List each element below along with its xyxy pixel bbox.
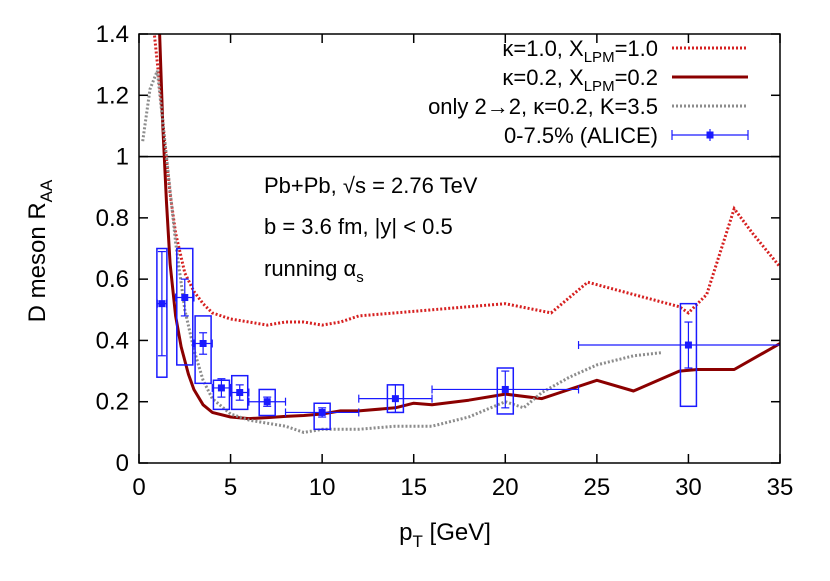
- legend-swatch-marker: [706, 131, 714, 139]
- x-tick-label: 5: [224, 474, 237, 501]
- x-tick-label: 20: [492, 474, 519, 501]
- alice-point: [358, 384, 433, 414]
- alice-point: [156, 247, 168, 378]
- alice-marker: [684, 341, 692, 349]
- plot-frame: [138, 33, 781, 464]
- alice-syst-box: [176, 247, 194, 366]
- alice-point: [211, 378, 232, 411]
- x-tick-label: 10: [309, 474, 336, 501]
- y-tick-label: 0.8: [96, 205, 129, 232]
- x-tick-label: 15: [400, 474, 427, 501]
- alice-point: [284, 402, 360, 431]
- alice-syst-box: [156, 247, 168, 378]
- y-tick-label: 1: [116, 144, 129, 171]
- alice-marker: [217, 384, 225, 392]
- x-tick-label: 35: [767, 474, 794, 501]
- y-tick-label: 0: [116, 450, 129, 477]
- alice-marker: [158, 300, 166, 308]
- alice-syst-box: [194, 315, 212, 385]
- alice-point: [175, 247, 195, 366]
- annotation-system: Pb+Pb, √s = 2.76 TeV: [264, 173, 478, 198]
- alice-point: [229, 374, 250, 411]
- alice-marker: [318, 408, 326, 416]
- alice-point: [431, 367, 580, 415]
- y-tick-label: 0.6: [96, 266, 129, 293]
- alice-syst-box: [313, 402, 331, 431]
- alice-syst-box: [496, 367, 515, 415]
- alice-point: [193, 315, 213, 385]
- series-line-1: [152, 34, 780, 327]
- x-axis-title: pT [GeV]: [399, 519, 491, 551]
- alice-syst-box: [679, 302, 698, 408]
- alice-point: [577, 302, 780, 408]
- y-tick-label: 1.2: [96, 82, 129, 109]
- legend-label-3: only 2→2, κ=0.2, K=3.5: [428, 94, 658, 119]
- y-axis-title: D meson RAA: [24, 179, 56, 322]
- legend-label-4: 0-7.5% (ALICE): [504, 123, 658, 148]
- alice-marker: [181, 294, 189, 302]
- x-tick-label: 0: [132, 474, 145, 501]
- annotation-impact: b = 3.6 fm, |y| < 0.5: [264, 214, 453, 239]
- legend-label-2: κ=0.2, XLPM=0.2: [502, 65, 658, 95]
- y-tick-label: 0.4: [96, 327, 129, 354]
- annotation-coupling: running αs: [264, 256, 364, 286]
- alice-syst-box: [258, 388, 276, 417]
- alice-marker: [391, 395, 399, 403]
- legend-label-1: κ=1.0, XLPM=1.0: [502, 36, 658, 66]
- y-tick-label: 0.2: [96, 389, 129, 416]
- x-tick-label: 25: [584, 474, 611, 501]
- alice-marker: [199, 339, 207, 347]
- y-tick-label: 1.4: [96, 21, 129, 48]
- alice-marker: [263, 398, 271, 406]
- x-tick-label: 30: [675, 474, 702, 501]
- alice-marker: [501, 385, 509, 393]
- alice-point: [248, 388, 287, 417]
- alice-marker: [236, 389, 244, 397]
